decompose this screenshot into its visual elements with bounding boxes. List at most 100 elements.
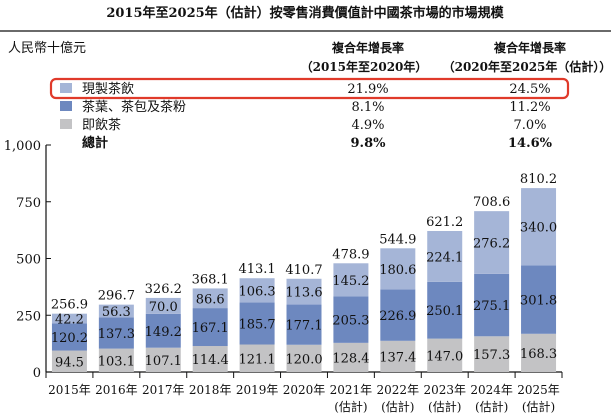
bar-segment [333, 263, 369, 297]
bar-value-label: 114.4 [192, 353, 229, 368]
bar-value-label: 113.6 [285, 286, 322, 301]
bar-segment [474, 336, 510, 372]
bar-value-label: 106.3 [238, 284, 275, 299]
chart-title: 2015年至2025年（估計）按零售消費價值計中國茶市場的市場規模 [106, 5, 504, 21]
bar-value-label: 276.2 [473, 236, 510, 251]
x-tick-label: 2019年 [236, 383, 279, 397]
x-tick-label: 2016年 [95, 383, 138, 397]
bar-segment [521, 333, 557, 372]
bar-segment [98, 348, 134, 372]
bar-total-label: 413.1 [238, 262, 275, 277]
y-axis-unit-label: 人民幣十億元 [8, 40, 86, 56]
x-tick-label: 2022年 [377, 383, 420, 397]
bar-value-label: 340.0 [520, 221, 557, 236]
bar-total-label: 621.2 [426, 215, 463, 230]
legend: 現製茶飲 21.9% 24.5% 茶葉、茶包及茶粉 8.1% 11.2% 即飲茶 4.9% 7.… [60, 81, 553, 151]
bar-value-label: 56.3 [102, 305, 131, 320]
bar-value-label: 120.0 [285, 352, 322, 367]
x-tick-note: (估計) [522, 399, 555, 414]
bar-segment [427, 230, 463, 282]
x-tick-label: 2017年 [142, 383, 185, 397]
bar-value-label: 137.3 [98, 327, 135, 342]
bar-value-label: 185.7 [238, 317, 275, 332]
bar-segment [145, 313, 181, 348]
cagr-header-1-line1: 複合年增長率 [331, 40, 404, 55]
bar-segment [192, 346, 228, 372]
y-tick-label: 0 [33, 366, 41, 381]
x-tick-label: 2023年 [423, 383, 466, 397]
bar-value-label: 70.0 [149, 300, 178, 315]
bar-value-label: 275.1 [473, 299, 510, 314]
x-tick-note: (估計) [428, 399, 461, 414]
bar-segment [427, 338, 463, 372]
bar-segment [521, 265, 557, 334]
bar-total-label: 708.6 [473, 195, 510, 210]
x-tick-label: 2021年 [330, 383, 373, 397]
bar-value-label: 250.1 [426, 304, 463, 319]
x-tick-label: 2024年 [470, 383, 513, 397]
bar-segment [286, 344, 322, 372]
bar-total-label: 410.7 [285, 263, 322, 278]
bar-segment [145, 347, 181, 372]
y-tick-label: 500 [16, 253, 41, 268]
bar-segment [474, 273, 510, 337]
bar-segment [192, 288, 228, 309]
bar-segment [333, 296, 369, 343]
bar-total-label: 326.2 [145, 282, 182, 297]
bar-value-label: 86.6 [196, 292, 225, 307]
bar-value-label: 301.8 [520, 294, 557, 309]
bar-segment [380, 289, 416, 341]
bar-value-label: 149.2 [145, 325, 182, 340]
cagr-header-2-line1: 複合年增長率 [493, 40, 566, 55]
x-tick-note: (估計) [475, 399, 508, 414]
bar-segment [98, 304, 134, 318]
bar-segment [51, 350, 87, 372]
cagr-value-2020-2025: 11.2% [509, 100, 550, 115]
bar-total-label: 544.9 [379, 232, 416, 247]
bar-segment [239, 278, 275, 303]
y-tick-label: 1,000 [4, 139, 41, 154]
x-tick-note: (估計) [381, 399, 414, 414]
bar-segment [145, 297, 181, 314]
bar-segment [51, 313, 87, 324]
bar-value-label: 103.1 [98, 354, 135, 369]
x-tick-label: 2015年 [48, 383, 91, 397]
bar-value-label: 145.2 [332, 274, 369, 289]
bar-segment [474, 211, 510, 274]
bar-value-label: 157.3 [473, 348, 510, 363]
bar-segment [380, 340, 416, 372]
bar-value-label: 147.0 [426, 349, 463, 364]
cagr-value-2015-2020: 21.9% [347, 82, 388, 97]
bar-segment [51, 323, 87, 351]
cagr-header-1-line2: （2015年至2020年） [301, 59, 428, 74]
bar-value-label: 168.3 [520, 347, 557, 362]
legend-label: 即飲茶 [82, 117, 121, 133]
bar-segment [98, 317, 134, 349]
bar-value-label: 107.1 [145, 354, 182, 369]
highlight-box [49, 77, 570, 100]
legend-swatch [60, 83, 72, 93]
x-tick-label: 2018年 [189, 383, 232, 397]
bar-total-label: 478.9 [332, 247, 369, 262]
bar-value-label: 180.6 [379, 263, 416, 278]
bar-value-label: 121.1 [238, 352, 275, 367]
total-label: 總計 [82, 135, 108, 151]
bar-value-label: 226.9 [379, 309, 416, 324]
bar-value-label: 167.1 [192, 321, 229, 336]
legend-label: 現製茶飲 [82, 81, 134, 97]
bar-value-label: 94.5 [55, 355, 84, 370]
total-cagr-2020-2025: 14.6% [508, 136, 553, 151]
legend-swatch [60, 119, 72, 129]
bar-segment [239, 302, 275, 345]
bar-total-label: 256.9 [51, 298, 88, 313]
bar-segment [286, 304, 322, 345]
axes: 0 250 500 750 1,000 2015年 2016年 2017年 2018年 2019年… [4, 139, 563, 414]
bar-segment [286, 278, 322, 305]
cagr-header-2-line2: （2020年至2025年（估計）） [443, 59, 611, 74]
bar-segment [380, 248, 416, 290]
total-cagr-2015-2020: 9.8% [351, 136, 387, 151]
cagr-value-2020-2025: 24.5% [509, 82, 550, 97]
bar-total-label: 810.2 [520, 172, 557, 187]
